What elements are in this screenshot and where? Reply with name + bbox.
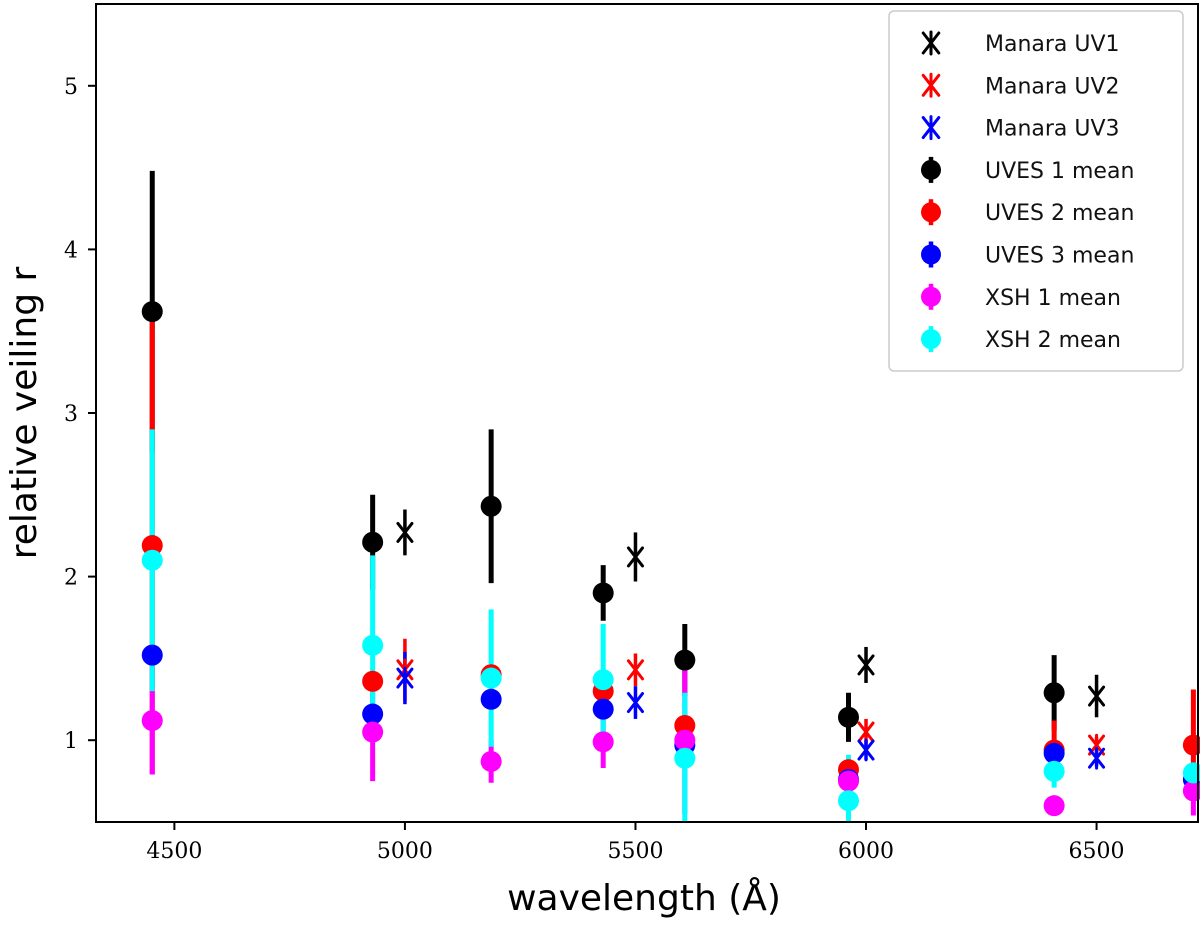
legend-label: XSH 2 mean xyxy=(985,328,1121,353)
legend-label: UVES 2 mean xyxy=(985,201,1134,226)
data-point xyxy=(141,549,163,571)
legend-label: UVES 1 mean xyxy=(985,159,1134,184)
data-point xyxy=(1088,746,1106,770)
data-point xyxy=(592,669,614,691)
x-tick-label: 6000 xyxy=(838,839,894,864)
data-point xyxy=(362,634,384,656)
data-point xyxy=(1043,742,1065,764)
data-point xyxy=(141,535,163,557)
data-point xyxy=(857,738,875,762)
x-axis-label: wavelength (Å) xyxy=(507,876,781,919)
data-point xyxy=(141,301,163,323)
data-point xyxy=(857,653,875,677)
data-point xyxy=(362,670,384,692)
data-point xyxy=(626,691,644,714)
data-point xyxy=(592,698,614,720)
data-point xyxy=(362,703,384,725)
data-point xyxy=(480,688,502,710)
data-point xyxy=(362,531,384,553)
data-point xyxy=(837,706,859,728)
y-tick-label: 4 xyxy=(64,238,78,263)
y-tick-label: 2 xyxy=(64,566,78,591)
data-point xyxy=(674,714,696,736)
data-point xyxy=(396,666,414,690)
data-point xyxy=(1043,682,1065,704)
legend-label: Manara UV3 xyxy=(985,117,1120,142)
legend-label: UVES 3 mean xyxy=(985,244,1134,269)
legend-label: XSH 1 mean xyxy=(985,286,1121,311)
legend-box xyxy=(888,10,1184,372)
data-point xyxy=(480,495,502,517)
data-point xyxy=(626,658,644,682)
data-point xyxy=(362,721,384,743)
y-tick-label: 5 xyxy=(64,75,78,100)
data-point xyxy=(592,731,614,753)
legend-item: UVES 2 mean xyxy=(921,199,1134,226)
legend-label: Manara UV1 xyxy=(985,32,1120,57)
y-tick-label: 3 xyxy=(64,402,78,427)
data-point xyxy=(141,710,163,732)
x-tick-label: 4500 xyxy=(146,839,202,864)
legend-item: XSH 1 mean xyxy=(921,283,1121,311)
data-point xyxy=(674,729,696,751)
data-point xyxy=(480,750,502,772)
data-point xyxy=(837,770,859,792)
data-point xyxy=(674,747,696,769)
legend-item: Manara UV3 xyxy=(921,115,1120,142)
y-tick-label: 1 xyxy=(64,729,78,754)
legend-item: Manara UV2 xyxy=(921,72,1120,99)
data-point xyxy=(480,667,502,689)
data-point xyxy=(1043,760,1065,782)
y-axis-label: relative veiling r xyxy=(4,267,45,560)
data-point xyxy=(1182,762,1200,784)
data-point xyxy=(1043,795,1065,817)
legend: Manara UV1 Manara UV2 Manara UV3 UVES 1 mea… xyxy=(888,10,1184,372)
x-tick-label: 5500 xyxy=(607,839,663,864)
x-tick-label: 5000 xyxy=(377,839,433,864)
data-point xyxy=(674,649,696,671)
x-tick-label: 6500 xyxy=(1069,839,1125,864)
data-point xyxy=(1182,734,1200,756)
data-point xyxy=(626,545,644,569)
legend-item: UVES 3 mean xyxy=(921,241,1134,269)
legend-item: XSH 2 mean xyxy=(921,326,1121,353)
data-point xyxy=(1182,780,1200,802)
data-point xyxy=(1088,684,1106,708)
data-point xyxy=(837,790,859,812)
legend-item: Manara UV1 xyxy=(921,30,1120,57)
data-point xyxy=(592,582,614,604)
data-point xyxy=(396,521,414,544)
legend-label: Manara UV2 xyxy=(985,74,1120,99)
data-point xyxy=(141,644,163,666)
legend-item: UVES 1 mean xyxy=(921,156,1134,184)
